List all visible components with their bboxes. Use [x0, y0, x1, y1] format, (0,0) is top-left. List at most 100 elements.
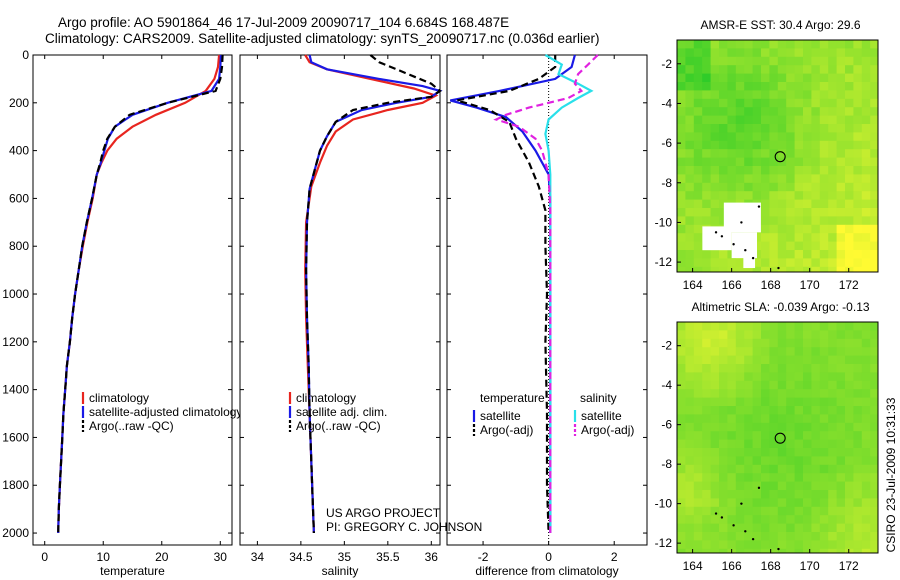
- heatmap-cell: [845, 372, 854, 382]
- heatmap-cell: [735, 98, 745, 108]
- heatmap-cell: [752, 364, 762, 373]
- heatmap-cell: [794, 149, 804, 158]
- heatmap-cell: [735, 397, 745, 407]
- heatmap-cell: [693, 414, 703, 424]
- heatmap-cell: [853, 439, 863, 449]
- heatmap-cell: [769, 380, 779, 390]
- heatmap-cell: [853, 149, 863, 158]
- heatmap-cell: [861, 364, 871, 373]
- heatmap-cell: [861, 490, 871, 499]
- heatmap-cell: [710, 548, 720, 554]
- heatmap-cell: [710, 199, 720, 209]
- y-tick-label: -6: [661, 136, 672, 150]
- heatmap-cell: [777, 372, 787, 382]
- heatmap-cell: [794, 347, 804, 356]
- heatmap-cell: [803, 98, 812, 108]
- heatmap-cell: [769, 157, 779, 167]
- heatmap-cell: [719, 540, 728, 550]
- heatmap-cell: [752, 439, 762, 449]
- heatmap-cell: [845, 389, 854, 398]
- heatmap-cell: [677, 506, 686, 516]
- heatmap-cell: [861, 473, 871, 482]
- heatmap-cell: [828, 90, 837, 100]
- heatmap-cell: [811, 464, 821, 474]
- heatmap-cell: [819, 330, 829, 340]
- heatmap-cell: [794, 266, 804, 273]
- heatmap-cell: [811, 540, 821, 550]
- heatmap-cell: [769, 224, 779, 234]
- heatmap-cell: [811, 490, 821, 499]
- heatmap-cell: [786, 266, 795, 273]
- heatmap-cell: [735, 166, 745, 175]
- heatmap-cell: [845, 48, 854, 58]
- x-tick-label: 20: [155, 550, 169, 564]
- heatmap-cell: [828, 208, 837, 217]
- heatmap-cell: [719, 397, 728, 407]
- heatmap-cell: [803, 532, 812, 541]
- heatmap-cell: [777, 338, 787, 348]
- heatmap-cell: [861, 115, 871, 125]
- heatmap-cell: [853, 448, 863, 457]
- heatmap-cell: [735, 115, 745, 125]
- heatmap-cell: [836, 157, 846, 167]
- heatmap-cell: [727, 372, 737, 382]
- heatmap-cell: [786, 216, 795, 226]
- heatmap-cell: [761, 149, 770, 158]
- heatmap-cell: [744, 422, 753, 432]
- y-tick-label: 1400: [2, 383, 29, 397]
- heatmap-cell: [811, 481, 821, 491]
- heatmap-cell: [685, 157, 695, 167]
- heatmap-cell: [861, 406, 871, 415]
- heatmap-cell: [870, 107, 879, 116]
- heatmap-cell: [710, 115, 720, 125]
- heatmap-cell: [811, 132, 821, 142]
- heatmap-cell: [677, 250, 686, 259]
- heatmap-cell: [845, 250, 854, 259]
- argo-float-marker: [774, 432, 786, 444]
- heatmap-cell: [836, 90, 846, 100]
- heatmap-cell: [794, 73, 804, 83]
- heatmap-cell: [819, 498, 829, 508]
- heatmap-cell: [828, 473, 837, 482]
- heatmap-cell: [752, 490, 762, 499]
- heatmap-cell: [735, 266, 745, 273]
- heatmap-cell: [727, 115, 737, 125]
- heatmap-cell: [870, 224, 879, 234]
- heatmap-cell: [819, 322, 829, 331]
- heatmap-cell: [710, 523, 720, 533]
- heatmap-cell: [836, 515, 846, 524]
- heatmap-cell: [761, 406, 770, 415]
- y-tick-label: -4: [661, 96, 672, 110]
- heatmap-cell: [727, 473, 737, 482]
- heatmap-cell: [710, 473, 720, 482]
- heatmap-cell: [811, 191, 821, 200]
- heatmap-cell: [794, 191, 804, 200]
- heatmap-cell: [828, 490, 837, 499]
- heatmap-cell: [769, 498, 779, 508]
- heatmap-cell: [836, 372, 846, 382]
- heatmap-cell: [861, 347, 871, 356]
- heatmap-cell: [693, 431, 703, 440]
- heatmap-cell: [819, 132, 829, 142]
- heatmap-cell: [744, 174, 753, 184]
- heatmap-cell: [828, 149, 837, 158]
- y-tick-label: -10: [655, 215, 673, 229]
- heatmap-cell: [685, 250, 695, 259]
- heatmap-cell: [769, 90, 779, 100]
- heatmap-cell: [870, 397, 879, 407]
- heatmap-cell: [845, 241, 854, 251]
- heatmap-cell: [861, 389, 871, 398]
- heatmap-cell: [819, 406, 829, 415]
- x-tick-label: -2: [478, 550, 489, 564]
- heatmap-cell: [861, 523, 871, 533]
- heatmap-cell: [761, 182, 770, 192]
- heatmap-cell: [777, 115, 787, 125]
- heatmap-cell: [828, 73, 837, 83]
- heatmap-cell: [769, 266, 779, 273]
- heatmap-cell: [870, 532, 879, 541]
- heatmap-cell: [677, 548, 686, 554]
- heatmap-cell: [719, 322, 728, 331]
- heatmap-cell: [819, 115, 829, 125]
- heatmap-cell: [861, 431, 871, 440]
